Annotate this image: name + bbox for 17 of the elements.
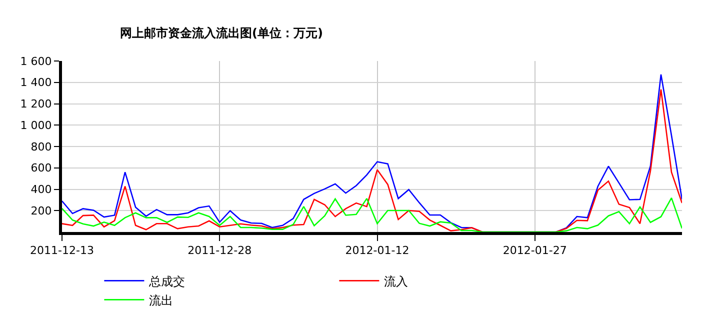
legend-label: 流出: [149, 293, 174, 308]
line-series: [62, 197, 682, 232]
x-tick-label: 2011-12-13: [30, 244, 94, 258]
chart-title: 网上邮市资金流入流出图(单位：万元): [120, 26, 323, 40]
y-tick-label: 800: [30, 140, 52, 154]
legend-label: 总成交: [148, 274, 186, 288]
y-tick-label: 200: [30, 204, 52, 218]
y-tick-label: 600: [30, 162, 52, 175]
legend-label: 流入: [384, 274, 408, 288]
y-tick-label: 1 200: [20, 98, 52, 111]
y-tick-label: 1 400: [20, 76, 52, 90]
x-tick-label: 2011-12-28: [188, 244, 252, 258]
x-tick-label: 2012-01-27: [502, 244, 567, 258]
y-tick-label: 1 600: [20, 54, 52, 68]
y-tick-label: 400: [30, 183, 52, 196]
y-tick-label: 1 000: [20, 118, 52, 132]
x-tick-label: 2012-01-12: [345, 244, 410, 258]
